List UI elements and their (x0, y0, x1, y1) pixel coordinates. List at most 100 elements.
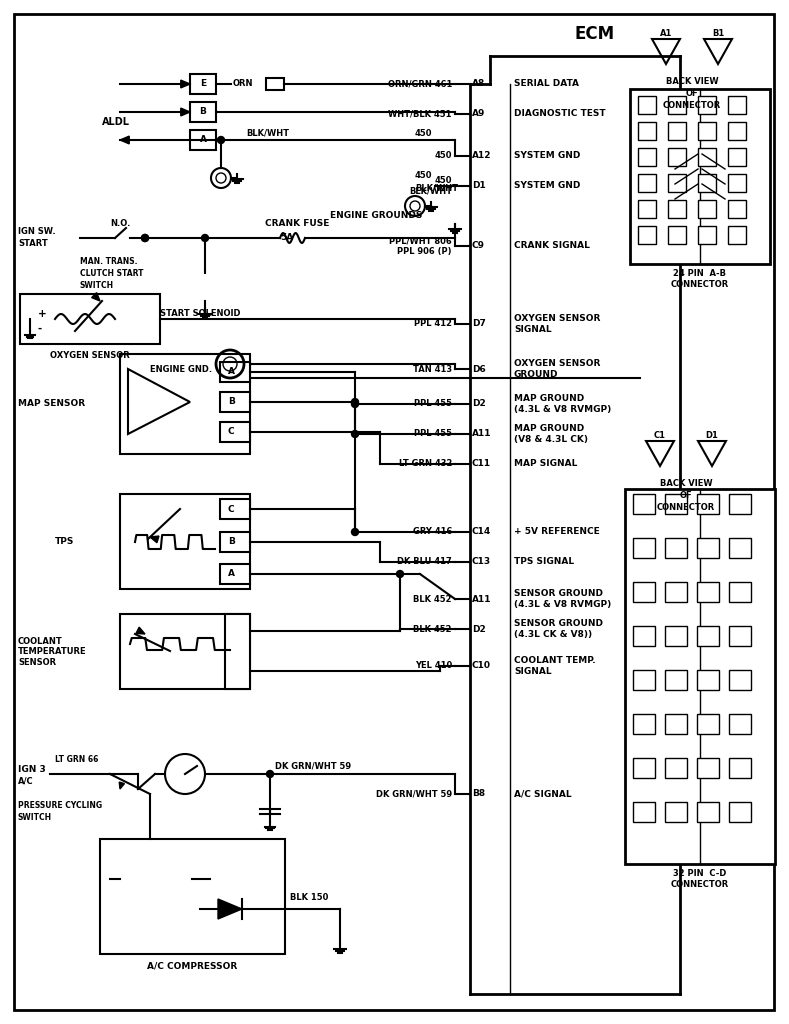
Bar (638, 148, 656, 166)
Text: CONNECTOR: CONNECTOR (663, 101, 721, 111)
Text: BLK 452: BLK 452 (413, 595, 452, 603)
Bar (728, 200, 746, 218)
Text: TAN 413: TAN 413 (413, 365, 452, 374)
Text: OXYGEN SENSOR
GROUND: OXYGEN SENSOR GROUND (514, 359, 600, 379)
Text: 450: 450 (435, 152, 452, 161)
Text: CRANK FUSE: CRANK FUSE (265, 219, 329, 228)
Bar (697, 538, 719, 558)
Bar (697, 582, 719, 602)
Text: MAP GROUND
(4.3L & V8 RVMGP): MAP GROUND (4.3L & V8 RVMGP) (514, 394, 611, 414)
Text: A: A (200, 135, 207, 144)
Bar (190, 130, 216, 150)
Text: D6: D6 (472, 365, 486, 374)
Text: B: B (228, 397, 235, 407)
Text: SENSOR GROUND
(4.3L & V8 RVMGP): SENSOR GROUND (4.3L & V8 RVMGP) (514, 589, 611, 608)
Bar (728, 122, 746, 140)
Text: 24 PIN  A-B
CONNECTOR: 24 PIN A-B CONNECTOR (671, 269, 729, 289)
Bar (728, 96, 746, 114)
Bar (728, 226, 746, 244)
Bar (220, 564, 250, 584)
Text: C9: C9 (472, 242, 485, 251)
Bar (633, 538, 655, 558)
Bar (668, 200, 686, 218)
Text: N.O.: N.O. (110, 219, 130, 228)
Text: ENGINE GROUNDS: ENGINE GROUNDS (330, 212, 422, 220)
Text: C10: C10 (472, 662, 491, 671)
Text: D2: D2 (472, 625, 486, 634)
Bar (665, 538, 687, 558)
Circle shape (397, 570, 403, 578)
Circle shape (201, 234, 208, 242)
Text: A1: A1 (660, 30, 672, 39)
Bar (665, 626, 687, 646)
Text: A11: A11 (472, 595, 492, 603)
Text: MAN. TRANS.: MAN. TRANS. (80, 256, 137, 265)
Text: START SOLENOID: START SOLENOID (160, 308, 241, 317)
Text: BACK VIEW: BACK VIEW (666, 78, 718, 86)
Bar (697, 714, 719, 734)
Bar (697, 758, 719, 778)
Text: A/C COMPRESSOR: A/C COMPRESSOR (147, 962, 237, 971)
Polygon shape (181, 109, 190, 116)
Text: ENGINE GND.: ENGINE GND. (150, 365, 212, 374)
Text: + 5V REFERENCE: + 5V REFERENCE (514, 527, 600, 537)
Text: D7: D7 (472, 319, 486, 329)
Bar (220, 532, 250, 552)
Circle shape (267, 770, 274, 777)
Bar (190, 102, 216, 122)
Polygon shape (120, 136, 129, 144)
Text: LT GRN 66: LT GRN 66 (55, 755, 99, 764)
Text: B8: B8 (472, 790, 485, 799)
Text: A: A (228, 368, 235, 377)
Bar (698, 200, 716, 218)
Text: SYSTEM GND: SYSTEM GND (514, 152, 581, 161)
Text: CRANK SIGNAL: CRANK SIGNAL (514, 242, 590, 251)
Text: IGN 3: IGN 3 (18, 765, 46, 773)
Bar (729, 670, 751, 690)
Polygon shape (119, 782, 125, 790)
Text: C13: C13 (472, 557, 491, 566)
Text: C1: C1 (654, 431, 666, 440)
Bar (668, 174, 686, 193)
Text: D1: D1 (472, 181, 486, 190)
Polygon shape (150, 536, 159, 543)
Text: 450
BLK/WHT: 450 BLK/WHT (409, 176, 452, 196)
Text: CLUTCH START: CLUTCH START (80, 268, 144, 278)
Text: BLK 150: BLK 150 (290, 893, 328, 901)
Bar (668, 226, 686, 244)
Bar (633, 714, 655, 734)
Text: +: + (38, 309, 47, 319)
Text: BLK/WHT: BLK/WHT (415, 183, 458, 193)
Bar (100, 839, 285, 954)
Text: ORN: ORN (233, 80, 253, 88)
Text: DK GRN/WHT 59: DK GRN/WHT 59 (376, 790, 452, 799)
Text: A9: A9 (472, 110, 485, 119)
Polygon shape (136, 627, 145, 634)
Bar (729, 802, 751, 822)
Bar (665, 758, 687, 778)
Bar (698, 226, 716, 244)
Bar (638, 174, 656, 193)
Bar (668, 96, 686, 114)
Bar (665, 670, 687, 690)
Bar (633, 582, 655, 602)
Circle shape (218, 136, 225, 143)
Text: A/C SIGNAL: A/C SIGNAL (514, 790, 571, 799)
Bar (633, 494, 655, 514)
Bar (668, 122, 686, 140)
Text: -: - (38, 324, 43, 334)
Circle shape (352, 398, 358, 406)
Circle shape (141, 234, 148, 242)
Text: B: B (228, 538, 235, 547)
Polygon shape (92, 293, 100, 301)
Text: ECM: ECM (575, 25, 615, 43)
Bar (698, 122, 716, 140)
Text: C: C (228, 505, 234, 513)
Bar (729, 626, 751, 646)
Bar (729, 494, 751, 514)
Bar (728, 174, 746, 193)
Text: DIAGNOSTIC TEST: DIAGNOSTIC TEST (514, 110, 606, 119)
Text: PPL/WHT 806
PPL 906 (P): PPL/WHT 806 PPL 906 (P) (389, 237, 452, 256)
Text: DK BLU 417: DK BLU 417 (397, 557, 452, 566)
Bar (665, 582, 687, 602)
